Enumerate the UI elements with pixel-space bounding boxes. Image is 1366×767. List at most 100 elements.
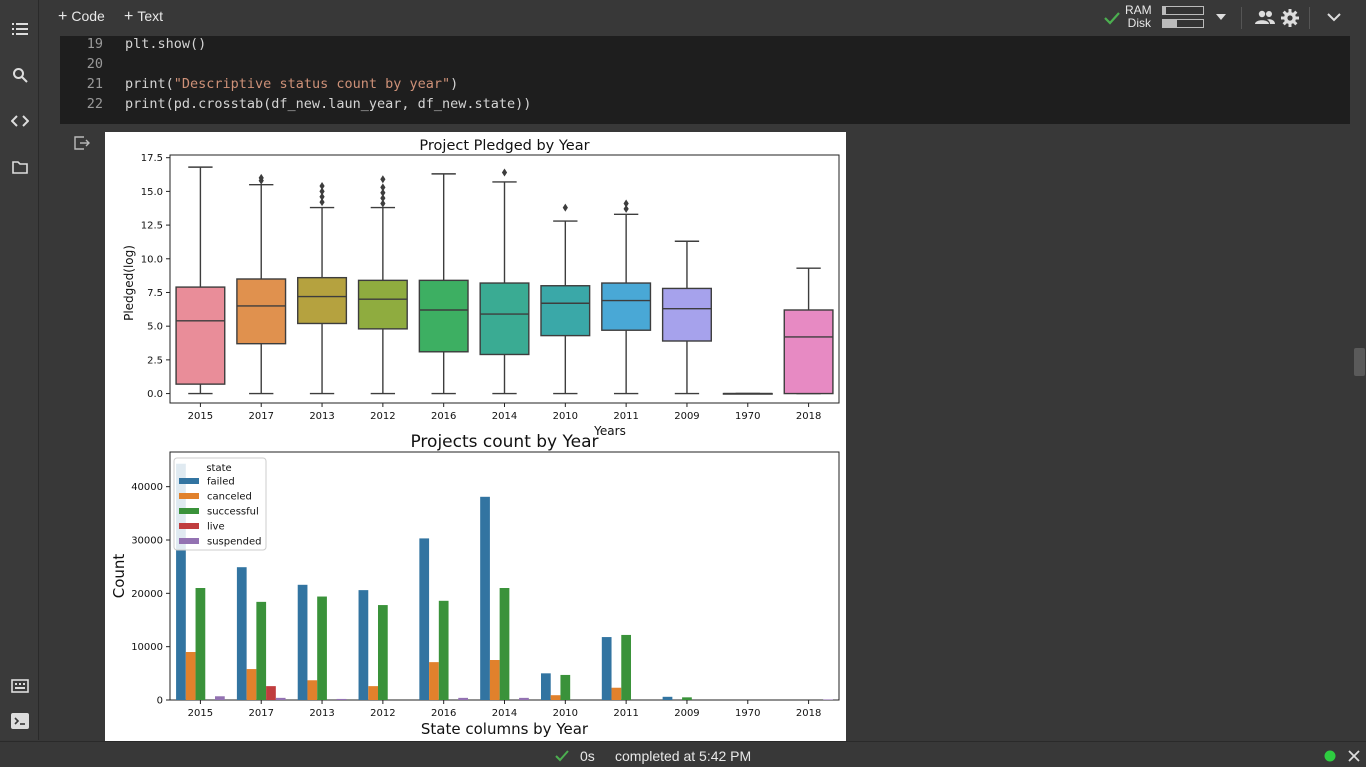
x-tick-label: 2010: [553, 708, 578, 719]
iqr-box: [236, 278, 287, 345]
box-2015: [175, 166, 226, 395]
legend-label-successful: successful: [207, 507, 259, 518]
execution-duration: 0s: [580, 748, 595, 764]
folder-icon[interactable]: [10, 157, 30, 177]
y-tick-label: 12.5: [141, 221, 163, 232]
bar-failed-2010: [540, 673, 551, 700]
box-2016: [418, 173, 469, 395]
outlier-point: [380, 183, 386, 192]
outlier-point: [319, 192, 325, 201]
x-tick-label: 2016: [431, 708, 456, 719]
box-chart-ylabel: Pledged(log): [122, 245, 136, 321]
iqr-box: [297, 276, 348, 325]
bar-successful-2011: [621, 634, 632, 700]
code-snippets-icon[interactable]: [10, 111, 30, 131]
y-tick-label: 20000: [131, 589, 163, 600]
outlier-point: [319, 182, 325, 190]
bar-live-2017: [266, 686, 276, 700]
iqr-box: [783, 309, 834, 395]
x-tick-label: 2015: [188, 411, 213, 422]
bar-canceled-2012: [368, 686, 378, 700]
scrollbar-thumb[interactable]: [1354, 348, 1365, 376]
connection-status-dot-icon[interactable]: [1324, 750, 1336, 762]
bar-suspended-2014: [519, 697, 529, 700]
terminal-icon[interactable]: [10, 711, 30, 731]
chevron-down-icon[interactable]: [1327, 13, 1341, 22]
close-icon[interactable]: [1348, 750, 1360, 762]
outlier-point: [380, 199, 386, 208]
add-text-button[interactable]: + Text: [124, 8, 164, 25]
bar-chart-legend: state failed canceled successful live suspen…: [173, 457, 267, 551]
bar-suspended-2017: [275, 697, 286, 700]
bar-canceled-2015: [185, 652, 196, 700]
x-tick-label: 2010: [553, 411, 578, 422]
plus-icon: +: [58, 8, 68, 25]
cell-output: Project Pledged by Year Years Pledged(lo…: [105, 132, 846, 742]
legend-swatch-failed: [179, 478, 199, 484]
y-tick-label: 7.5: [147, 288, 163, 299]
caret-down-icon[interactable]: [1216, 14, 1226, 20]
legend-label-failed: failed: [207, 477, 235, 488]
code-line[interactable]: 22 print(pd.crosstab(df_new.laun_year, df…: [86, 96, 532, 112]
x-tick-label: 2009: [674, 411, 699, 422]
toc-icon[interactable]: [10, 19, 30, 39]
iqr-box: [540, 285, 591, 337]
box-2014: [479, 168, 530, 395]
bar-canceled-2013: [307, 680, 318, 700]
bar-chart-ylabel: Count: [110, 554, 128, 599]
code-line[interactable]: 21 print("Descriptive status count by yea…: [86, 76, 459, 92]
box-2018: [783, 267, 834, 395]
success-check-icon: [555, 750, 569, 762]
bar-suspended-2018: [823, 699, 833, 700]
bar-successful-2014: [499, 588, 510, 700]
bar-failed-2017: [236, 567, 247, 700]
iqr-box: [661, 287, 712, 342]
iqr-box: [418, 279, 469, 353]
settings-gear-icon[interactable]: [1281, 9, 1299, 27]
disk-usage-bar[interactable]: [1162, 19, 1204, 28]
share-people-icon[interactable]: [1255, 10, 1275, 24]
x-tick-label: 2009: [674, 708, 699, 719]
add-code-button[interactable]: + Code: [58, 8, 105, 25]
x-tick-label: 2017: [249, 708, 274, 719]
bar-failed-2013: [297, 584, 308, 700]
output-options-icon[interactable]: [74, 136, 90, 150]
box-2010: [540, 203, 591, 395]
x-tick-label: 2011: [613, 708, 638, 719]
iqr-box: [357, 279, 408, 330]
bar-canceled-2014: [489, 660, 500, 700]
completion-time: completed at 5:42 PM: [615, 748, 752, 764]
outlier-point: [380, 188, 386, 197]
top-toolbar: + Code + Text RAM Disk: [39, 0, 1366, 36]
y-tick-label: 30000: [131, 536, 163, 547]
bar-suspended-2016: [458, 697, 469, 700]
bar-successful-2015: [195, 588, 206, 700]
bar-successful-2010: [560, 674, 571, 700]
code-line[interactable]: 19 plt.show(): [86, 36, 207, 52]
connected-check-icon: [1104, 12, 1120, 25]
command-palette-icon[interactable]: [10, 676, 30, 696]
search-icon[interactable]: [10, 65, 30, 85]
x-tick-label: 2014: [492, 411, 517, 422]
box-2012: [357, 175, 408, 395]
ram-usage-bar[interactable]: [1162, 6, 1204, 15]
y-tick-label: 10000: [131, 642, 163, 653]
bar-chart-title: Projects count by Year: [410, 432, 598, 452]
resource-labels[interactable]: RAM Disk: [1125, 3, 1152, 30]
code-line[interactable]: 20: [86, 56, 103, 72]
ram-label: RAM: [1125, 3, 1152, 17]
bar-canceled-2011: [611, 687, 622, 700]
left-rail: [0, 0, 39, 740]
bar-failed-2012: [358, 590, 369, 700]
legend-title: state: [206, 463, 231, 474]
y-tick-label: 0.0: [147, 389, 163, 400]
x-tick-label: 2017: [249, 411, 274, 422]
box-2013: [297, 182, 348, 395]
iqr-box: [601, 282, 652, 331]
outlier-point: [623, 204, 629, 213]
x-tick-label: 2013: [309, 411, 334, 422]
code-cell[interactable]: 19 plt.show() 20 21 print("Descriptive sta…: [60, 36, 1350, 124]
legend-label-suspended: suspended: [207, 537, 261, 548]
divider: [1309, 7, 1310, 29]
x-tick-label: 2014: [492, 708, 517, 719]
